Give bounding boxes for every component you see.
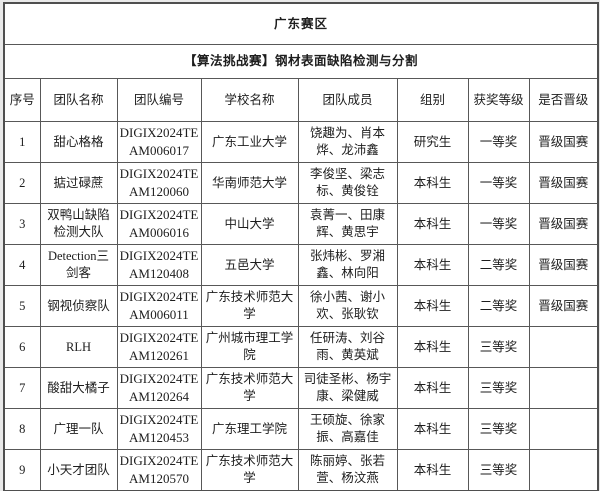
cell-members: 陈丽婷、张若萱、杨汶燕: [297, 449, 398, 491]
cell-team_no: DIGIX2024TEAM006011: [116, 285, 202, 327]
table-row: 3 双鸭山缺陷检测大队 DIGIX2024TEAM006016 中山大学 袁菁一、田康辉…: [3, 203, 599, 245]
cell-name: 掂过碌蔗: [39, 162, 118, 204]
cell-school: 华南师范大学: [200, 162, 299, 204]
cell-team_no: DIGIX2024TEAM120264: [116, 367, 202, 409]
cell-award: 三等奖: [467, 367, 530, 409]
column-header-promote: 是否晋级: [528, 78, 599, 122]
cell-team_no: DIGIX2024TEAM120453: [116, 408, 202, 450]
column-header-group: 组别: [396, 78, 469, 122]
cell-school: 广州城市理工学院: [200, 326, 299, 368]
cell-group: 本科生: [396, 449, 469, 491]
cell-name: 广理一队: [39, 408, 118, 450]
column-header-no: 序号: [3, 78, 41, 122]
region-title: 广东赛区: [3, 2, 599, 45]
cell-school: 广东技术师范大学: [200, 449, 299, 491]
cell-group: 本科生: [396, 408, 469, 450]
cell-members: 任研涛、刘谷雨、黄英斌: [297, 326, 398, 368]
cell-group: 研究生: [396, 121, 469, 163]
column-header-members: 团队成员: [297, 78, 398, 122]
cell-group: 本科生: [396, 203, 469, 245]
cell-award: 一等奖: [467, 121, 530, 163]
column-header-team_no: 团队编号: [116, 78, 202, 122]
cell-promote: 晋级国赛: [528, 244, 599, 286]
cell-award: 二等奖: [467, 285, 530, 327]
table-row: 7 酸甜大橘子 DIGIX2024TEAM120264 广东技术师范大学 司徒圣彬、杨宇…: [3, 367, 599, 409]
cell-members: 徐小茜、谢小欢、张耿钦: [297, 285, 398, 327]
cell-promote: [528, 367, 599, 409]
cell-name: 双鸭山缺陷检测大队: [39, 203, 118, 245]
cell-promote: 晋级国赛: [528, 285, 599, 327]
cell-team_no: DIGIX2024TEAM120261: [116, 326, 202, 368]
cell-name: Detection三剑客: [39, 244, 118, 286]
cell-team_no: DIGIX2024TEAM120408: [116, 244, 202, 286]
cell-school: 广东工业大学: [200, 121, 299, 163]
cell-team_no: DIGIX2024TEAM006016: [116, 203, 202, 245]
table-row: 9 小天才团队 DIGIX2024TEAM120570 广东技术师范大学 陈丽婷、张若萱…: [3, 449, 599, 491]
table-row: 6 RLH DIGIX2024TEAM120261 广州城市理工学院 任研涛、刘谷雨、黄…: [3, 326, 599, 368]
cell-school: 五邑大学: [200, 244, 299, 286]
cell-name: RLH: [39, 326, 118, 368]
cell-group: 本科生: [396, 367, 469, 409]
cell-name: 酸甜大橘子: [39, 367, 118, 409]
cell-group: 本科生: [396, 244, 469, 286]
cell-name: 小天才团队: [39, 449, 118, 491]
table-row: 1 甜心格格 DIGIX2024TEAM006017 广东工业大学 饶趣为、肖本烨、龙沛…: [3, 121, 599, 163]
event-title: 【算法挑战赛】钢材表面缺陷检测与分割: [3, 44, 599, 79]
results-table: 广东赛区 【算法挑战赛】钢材表面缺陷检测与分割 序号 团队名称 团队编号 学校名称 团队…: [3, 2, 600, 491]
cell-no: 2: [3, 162, 41, 204]
cell-no: 8: [3, 408, 41, 450]
cell-school: 中山大学: [200, 203, 299, 245]
cell-name: 甜心格格: [39, 121, 118, 163]
column-header-row: 序号 团队名称 团队编号 学校名称 团队成员 组别 获奖等级 是否晋级: [3, 78, 599, 122]
cell-members: 张炜彬、罗湘鑫、林向阳: [297, 244, 398, 286]
cell-name: 钢视侦察队: [39, 285, 118, 327]
cell-group: 本科生: [396, 326, 469, 368]
region-title-row: 广东赛区: [3, 2, 599, 45]
cell-no: 7: [3, 367, 41, 409]
cell-school: 广东理工学院: [200, 408, 299, 450]
cell-award: 三等奖: [467, 326, 530, 368]
cell-promote: [528, 449, 599, 491]
cell-no: 4: [3, 244, 41, 286]
cell-award: 一等奖: [467, 203, 530, 245]
cell-school: 广东技术师范大学: [200, 285, 299, 327]
cell-no: 1: [3, 121, 41, 163]
table-body: 1 甜心格格 DIGIX2024TEAM006017 广东工业大学 饶趣为、肖本烨、龙沛…: [3, 121, 599, 491]
cell-group: 本科生: [396, 285, 469, 327]
column-header-school: 学校名称: [200, 78, 299, 122]
cell-school: 广东技术师范大学: [200, 367, 299, 409]
cell-promote: [528, 408, 599, 450]
cell-members: 司徒圣彬、杨宇康、梁健威: [297, 367, 398, 409]
table-header: 广东赛区 【算法挑战赛】钢材表面缺陷检测与分割 序号 团队名称 团队编号 学校名称 团队…: [3, 2, 599, 122]
cell-award: 三等奖: [467, 408, 530, 450]
cell-no: 9: [3, 449, 41, 491]
cell-award: 二等奖: [467, 244, 530, 286]
column-header-award: 获奖等级: [467, 78, 530, 122]
cell-promote: 晋级国赛: [528, 203, 599, 245]
cell-members: 王硕旋、徐家振、高嘉佳: [297, 408, 398, 450]
cell-group: 本科生: [396, 162, 469, 204]
cell-award: 三等奖: [467, 449, 530, 491]
event-title-row: 【算法挑战赛】钢材表面缺陷检测与分割: [3, 44, 599, 79]
cell-no: 6: [3, 326, 41, 368]
cell-no: 5: [3, 285, 41, 327]
table-row: 8 广理一队 DIGIX2024TEAM120453 广东理工学院 王硕旋、徐家振、高嘉…: [3, 408, 599, 450]
cell-members: 饶趣为、肖本烨、龙沛鑫: [297, 121, 398, 163]
cell-members: 李俊坚、梁志标、黄俊铨: [297, 162, 398, 204]
cell-award: 一等奖: [467, 162, 530, 204]
cell-team_no: DIGIX2024TEAM120570: [116, 449, 202, 491]
column-header-name: 团队名称: [39, 78, 118, 122]
cell-members: 袁菁一、田康辉、黄思宇: [297, 203, 398, 245]
table-row: 5 钢视侦察队 DIGIX2024TEAM006011 广东技术师范大学 徐小茜、谢小欢…: [3, 285, 599, 327]
cell-team_no: DIGIX2024TEAM120060: [116, 162, 202, 204]
cell-no: 3: [3, 203, 41, 245]
table-row: 2 掂过碌蔗 DIGIX2024TEAM120060 华南师范大学 李俊坚、梁志标、黄俊…: [3, 162, 599, 204]
cell-promote: [528, 326, 599, 368]
cell-team_no: DIGIX2024TEAM006017: [116, 121, 202, 163]
table-row: 4 Detection三剑客 DIGIX2024TEAM120408 五邑大学 张炜彬、…: [3, 244, 599, 286]
cell-promote: 晋级国赛: [528, 162, 599, 204]
cell-promote: 晋级国赛: [528, 121, 599, 163]
